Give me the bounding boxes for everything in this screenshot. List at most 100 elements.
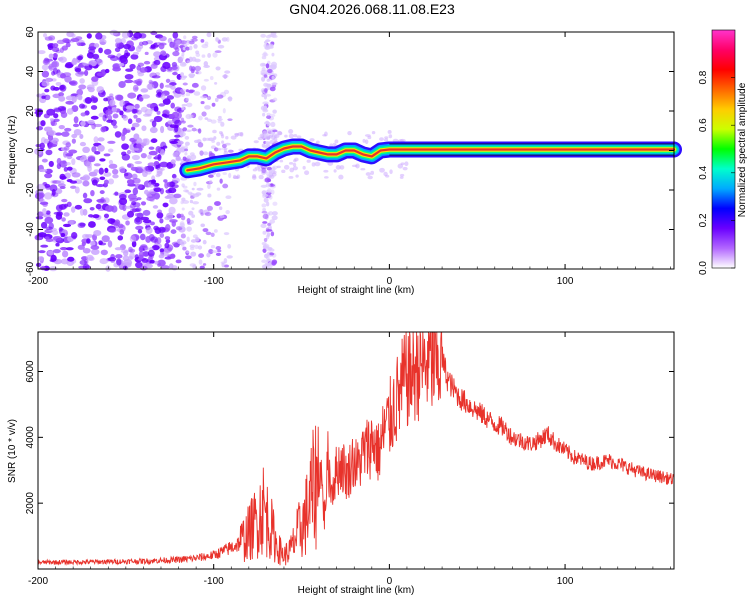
spectrogram-noise-cell xyxy=(166,95,175,100)
spectrogram-noise-cell xyxy=(141,125,147,132)
spectrogram-noise-cell xyxy=(121,153,131,161)
spectrogram-noise-cell xyxy=(63,223,72,228)
spectrogram-noise-cell xyxy=(96,86,105,93)
spectrogram-noise-cell xyxy=(204,212,212,217)
spectrogram-noise-cell xyxy=(160,125,165,134)
snr-y-ticks: 2000 4000 6000 xyxy=(25,360,674,514)
spectrogram-noise-cell xyxy=(214,97,219,103)
spectrogram-noise-cell xyxy=(185,113,192,120)
spectrogram-noise-cell xyxy=(270,189,275,195)
spectrogram-noise-cell xyxy=(385,174,390,178)
spectrogram-noise-cell xyxy=(207,53,212,58)
spectrogram-noise-cell xyxy=(38,168,48,173)
spectrogram-noise-cell xyxy=(188,40,195,45)
spectrogram-noise-cell xyxy=(53,113,59,119)
spectrogram-x-axis-label: Height of straight line (km) xyxy=(298,285,415,296)
colorbar-tick-label: 0.8 xyxy=(698,70,709,84)
spectrogram-noise-cell xyxy=(199,265,205,270)
spectrogram-noise-cell xyxy=(35,262,42,268)
spectrogram-noise-cell xyxy=(118,197,128,206)
spectrogram-noise-cell xyxy=(98,167,104,175)
spectrogram-noise-cell xyxy=(189,89,195,93)
spectrogram-noise-cell xyxy=(153,161,160,166)
spectrogram-noise-cell xyxy=(295,174,299,178)
spectrogram-noise-cell xyxy=(261,210,268,214)
spectrogram-noise-cell xyxy=(165,78,171,83)
spectrogram-noise-cell xyxy=(182,185,188,189)
spectrogram-noise-cell xyxy=(185,92,191,97)
spectrogram-noise-cell xyxy=(165,239,171,244)
spectrogram-noise-cell xyxy=(333,169,337,173)
spectrogram-noise-cell xyxy=(181,103,187,107)
spectrogram-noise-cell xyxy=(78,265,88,270)
spectrogram-noise-cell xyxy=(82,176,87,181)
spectrogram-noise-cell xyxy=(170,253,176,259)
spectrogram-noise-cell xyxy=(46,108,56,116)
spectrogram-noise-cell xyxy=(263,238,268,243)
spectrogram-noise-cell xyxy=(45,226,53,231)
spectrogram-x-tick-label: 100 xyxy=(557,276,574,287)
spectrogram-noise-cell xyxy=(218,115,222,119)
spectrogram-noise-cell xyxy=(191,214,196,218)
colorbar-ticks: 0.0 0.2 0.4 0.6 0.8 xyxy=(698,70,735,275)
spectrogram-noise-cell xyxy=(269,86,276,92)
spectrogram-noise-cell xyxy=(201,54,206,58)
spectrogram-noise-cell xyxy=(128,246,133,253)
spectrogram-noise-cell xyxy=(223,89,230,95)
spectrogram-noise-cell xyxy=(59,73,67,79)
spectrogram-noise-cell xyxy=(332,142,337,147)
spectrogram-noise-cell xyxy=(263,197,269,203)
spectrogram-noise-cell xyxy=(272,129,278,133)
spectrogram-noise-cell xyxy=(164,195,172,199)
spectrogram-noise-cell xyxy=(192,201,200,205)
colorbar-label: Normalized spectral amplitude xyxy=(737,82,748,217)
spectrogram-noise-cell xyxy=(135,117,142,123)
spectrogram-noise-cell xyxy=(215,147,222,151)
spectrogram-noise-cell xyxy=(131,126,136,131)
spectrogram-noise-cell xyxy=(123,43,131,50)
spectrogram-noise-cell xyxy=(82,146,91,154)
spectrogram-noise-cell xyxy=(210,244,216,249)
spectrogram-noise-cell xyxy=(70,206,76,213)
spectrogram-noise-cell xyxy=(186,129,192,133)
spectrogram-noise-cell xyxy=(216,94,224,99)
spectrogram-noise-cell xyxy=(185,97,190,102)
spectrogram-noise-cell xyxy=(265,246,273,252)
spectrogram-noise-cell xyxy=(180,93,185,97)
spectrogram-noise-cell xyxy=(149,221,155,226)
spectrogram-noise-cell xyxy=(131,154,141,161)
spectrogram-noise-cell xyxy=(135,261,143,269)
spectrogram-noise-cell xyxy=(271,75,275,80)
spectrogram-noise-cell xyxy=(51,70,56,76)
spectrogram-noise-cell xyxy=(193,181,197,187)
spectrogram-noise-cell xyxy=(215,66,221,71)
spectrogram-noise-cell xyxy=(119,110,124,116)
spectrogram-noise-cell xyxy=(270,231,275,237)
spectrogram-noise-cell xyxy=(217,118,223,121)
spectrogram-noise-cell xyxy=(79,259,88,266)
spectrogram-noise-cell xyxy=(107,178,115,185)
spectrogram-noise-cell xyxy=(150,44,156,49)
spectrogram-noise-cell xyxy=(93,136,99,144)
spectrogram-noise-cell xyxy=(94,150,101,155)
spectrogram-noise-cell xyxy=(198,259,203,265)
spectrogram-noise-cell xyxy=(261,52,269,57)
spectrogram-noise-cell xyxy=(44,36,53,41)
spectrogram-noise-cell xyxy=(130,54,139,60)
spectrogram-noise-cell xyxy=(153,115,163,123)
spectrogram-noise-cell xyxy=(221,140,225,144)
spectrogram-noise-cell xyxy=(124,79,134,84)
spectrogram-noise-cell xyxy=(112,168,119,175)
spectrogram-noise-cell xyxy=(84,69,89,76)
spectrogram-noise-cell xyxy=(182,156,187,161)
spectrogram-noise-cell xyxy=(210,232,215,237)
spectrogram-noise-cell xyxy=(324,176,329,179)
spectrogram-noise-cell xyxy=(137,229,143,234)
spectrogram-noise-cell xyxy=(202,137,207,142)
spectrogram-noise-cell xyxy=(268,134,274,138)
spectrogram-noise-cell xyxy=(166,212,174,220)
spectrogram-noise-cell xyxy=(71,33,76,38)
spectrogram-noise-cell xyxy=(279,159,284,163)
spectrogram-noise-cell xyxy=(175,39,182,46)
spectrogram-noise-cell xyxy=(288,128,294,134)
